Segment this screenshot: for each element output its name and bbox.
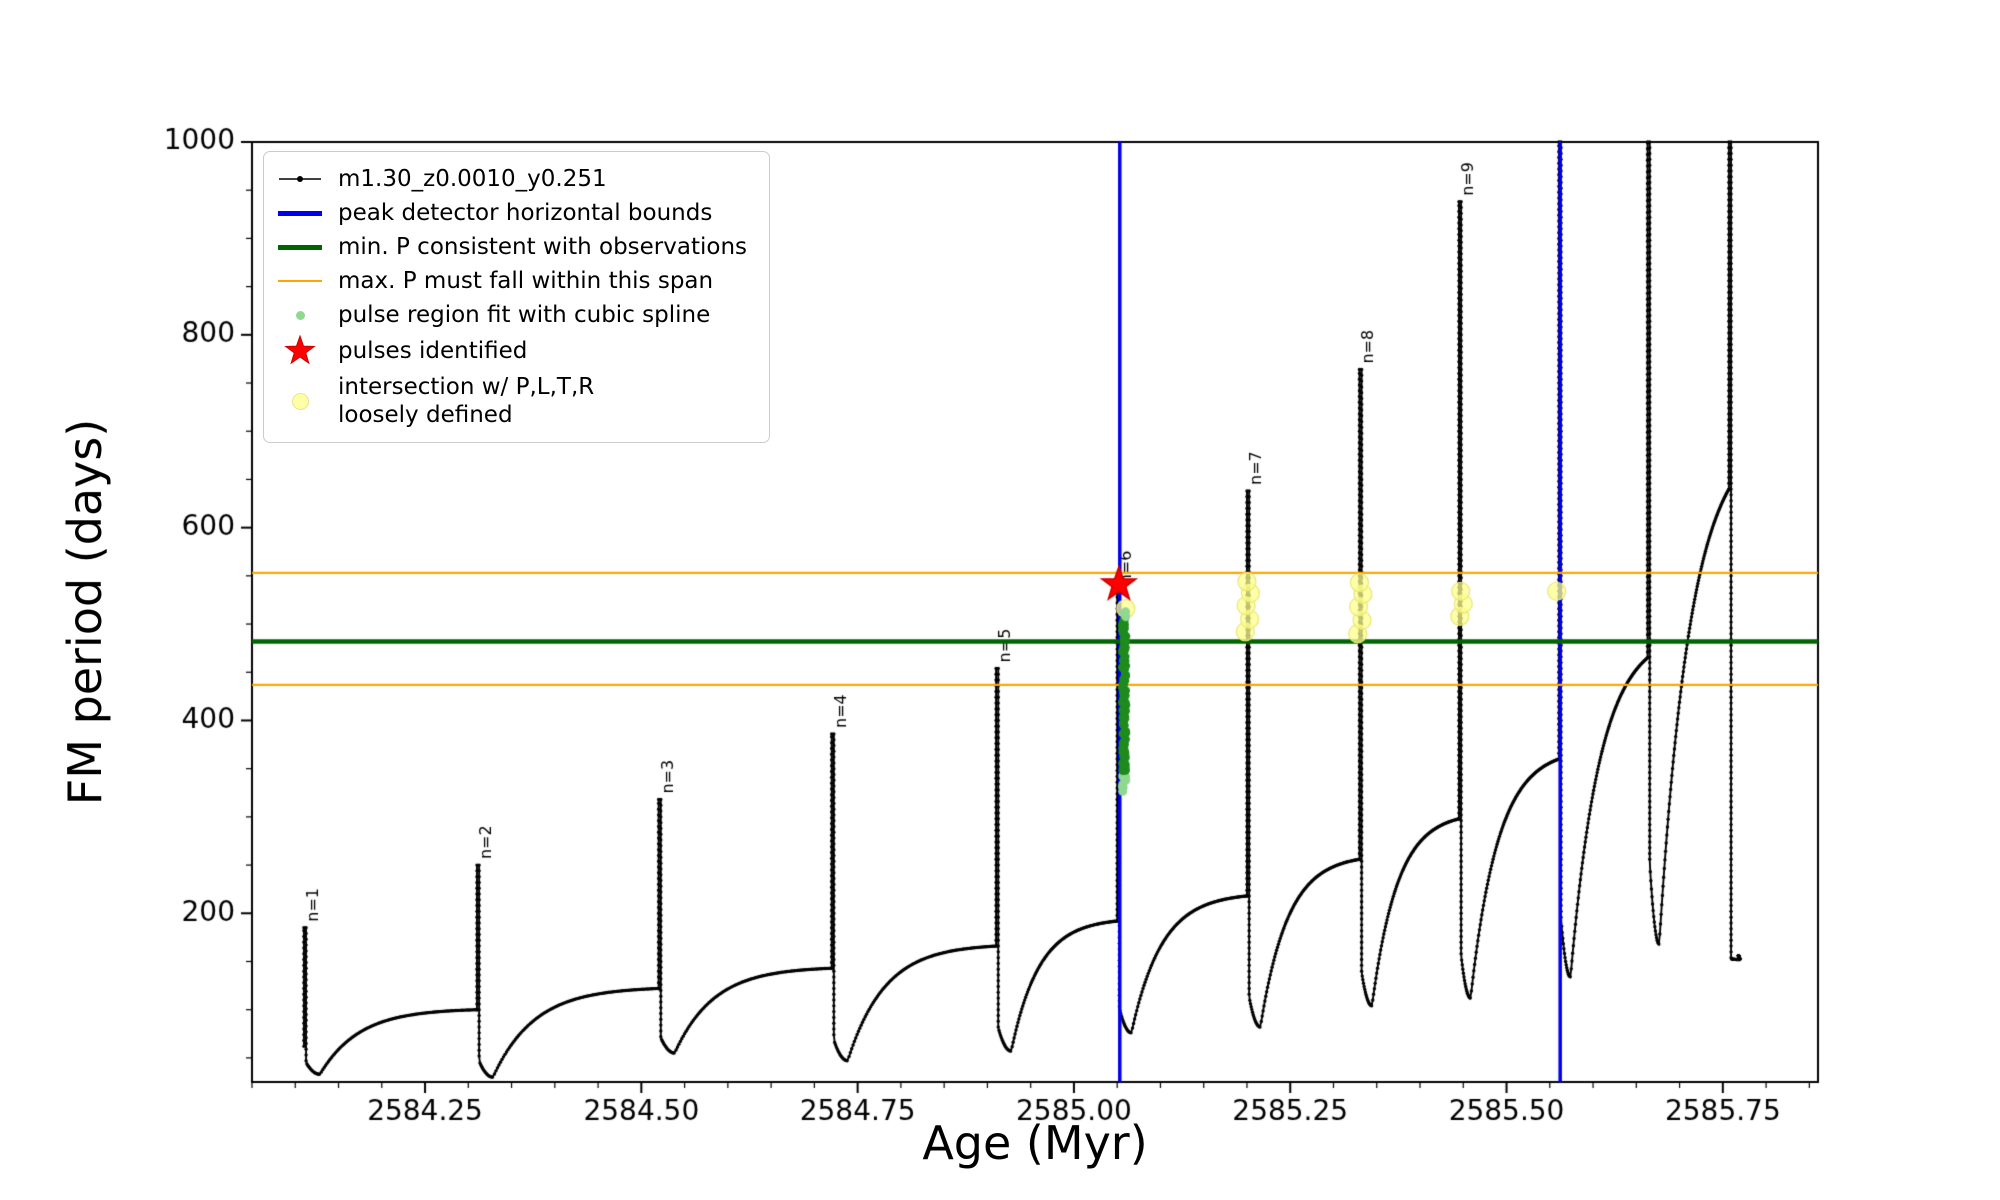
legend-marker-line-dot-icon bbox=[276, 168, 324, 190]
legend-marker-line-thick-icon bbox=[276, 244, 324, 250]
legend-marker-star-icon bbox=[276, 335, 324, 367]
legend-label: pulses identified bbox=[338, 338, 528, 365]
legend-item: max. P must fall within this span bbox=[276, 264, 747, 298]
legend-item: pulses identified bbox=[276, 332, 747, 370]
legend-item: intersection w/ P,L,T,R loosely defined bbox=[276, 370, 747, 432]
legend-marker-dot-icon bbox=[276, 310, 324, 320]
legend-item: pulse region fit with cubic spline bbox=[276, 298, 747, 332]
legend-marker-circle-icon bbox=[276, 392, 324, 410]
x-axis-label: Age (Myr) bbox=[922, 1116, 1148, 1170]
legend-item: m1.30_z0.0010_y0.251 bbox=[276, 162, 747, 196]
legend-label: min. P consistent with observations bbox=[338, 234, 748, 261]
y-axis-label: FM period (days) bbox=[58, 418, 112, 806]
legend-item: min. P consistent with observations bbox=[276, 230, 747, 264]
legend-item: peak detector horizontal bounds bbox=[276, 196, 747, 230]
legend-marker-line-thin-icon bbox=[276, 279, 324, 283]
legend-label: intersection w/ P,L,T,R loosely defined bbox=[338, 374, 595, 429]
legend-label: m1.30_z0.0010_y0.251 bbox=[338, 166, 607, 192]
legend-marker-line-thick-icon bbox=[276, 210, 324, 216]
legend-label: pulse region fit with cubic spline bbox=[338, 302, 711, 329]
legend-label: peak detector horizontal bounds bbox=[338, 200, 713, 227]
legend-label: max. P must fall within this span bbox=[338, 268, 714, 295]
